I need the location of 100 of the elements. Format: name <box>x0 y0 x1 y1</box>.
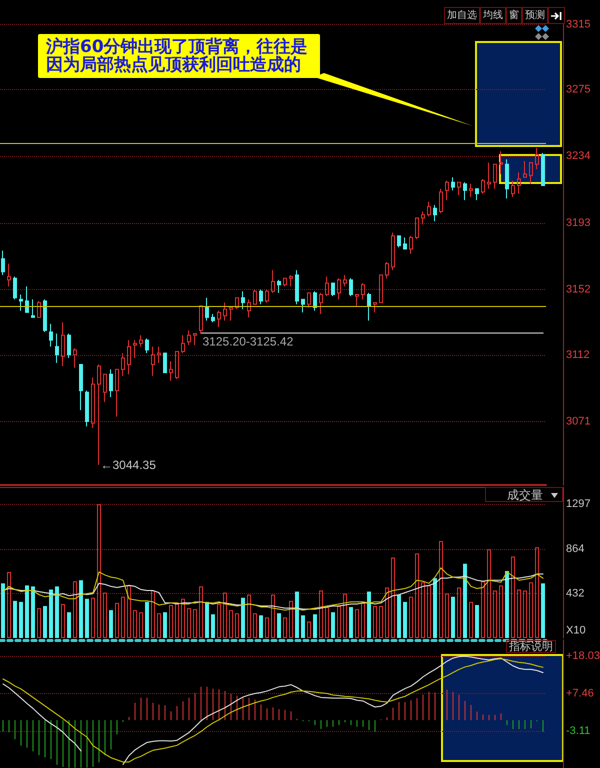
candlestick <box>127 340 131 375</box>
annotation: 指标说明 <box>508 640 553 653</box>
bar <box>463 564 467 638</box>
candlestick <box>379 274 383 304</box>
candlestick <box>403 237 407 250</box>
bar <box>481 581 485 638</box>
bar <box>43 606 47 638</box>
bar <box>85 598 89 638</box>
candlestick <box>283 278 287 287</box>
bar <box>229 610 233 638</box>
candlestick <box>517 172 521 194</box>
y-tick-label: 864 <box>566 542 584 555</box>
bar <box>139 612 143 638</box>
candlestick <box>91 377 95 429</box>
candlestick <box>487 162 491 190</box>
bar <box>151 590 155 638</box>
candlestick <box>181 334 185 354</box>
candlestick <box>43 298 47 332</box>
candlestick <box>1 250 5 276</box>
candlestick <box>493 164 497 190</box>
candlestick <box>541 152 545 186</box>
candlestick <box>7 263 11 287</box>
toolbar-button[interactable]: 窗 <box>506 7 522 24</box>
candlestick <box>481 178 485 194</box>
candlestick <box>337 278 341 300</box>
candlestick <box>295 270 299 305</box>
bar <box>295 592 299 638</box>
bar <box>397 594 401 638</box>
candlestick <box>469 183 473 198</box>
candlestick <box>499 150 503 175</box>
toolbar-button[interactable] <box>548 7 565 24</box>
candlestick <box>13 276 17 300</box>
bar <box>187 608 191 638</box>
bar <box>415 553 419 638</box>
candlestick <box>421 211 425 226</box>
bar <box>133 610 137 638</box>
candlestick <box>343 274 347 287</box>
line-series <box>2 567 544 611</box>
candlestick <box>409 235 413 254</box>
y-tick-label: 3193 <box>566 216 590 229</box>
candlestick <box>265 289 269 304</box>
candlestick <box>97 364 101 466</box>
candlestick <box>529 162 533 184</box>
bar <box>313 614 317 638</box>
bar <box>61 604 65 638</box>
candlestick <box>175 351 179 380</box>
bar <box>535 547 539 638</box>
candlestick <box>229 307 233 322</box>
annotation: ←3044.35 <box>100 458 156 472</box>
candlestick <box>319 292 323 315</box>
bar <box>25 585 29 638</box>
candlestick <box>193 332 197 346</box>
candlestick <box>301 298 305 313</box>
candlestick <box>61 322 65 367</box>
y-tick-label: 3112 <box>566 348 590 361</box>
candlestick <box>289 274 293 287</box>
bar <box>253 613 257 638</box>
candlestick <box>85 390 89 427</box>
candlestick <box>331 282 335 297</box>
candlestick <box>385 261 389 279</box>
bar <box>457 587 461 638</box>
candlestick <box>133 340 137 359</box>
candlestick <box>37 300 41 318</box>
bar <box>199 586 203 638</box>
candlestick <box>169 360 173 382</box>
candlestick <box>361 282 365 300</box>
bar <box>271 594 275 638</box>
bar <box>55 586 59 638</box>
bar <box>127 585 131 638</box>
candlestick <box>55 333 59 364</box>
bar <box>343 594 347 638</box>
bar <box>1 583 5 638</box>
bar <box>517 590 521 638</box>
candlestick <box>247 298 251 318</box>
toolbar-button[interactable]: 加自选 <box>444 7 480 24</box>
candlestick <box>535 148 539 170</box>
bar <box>193 609 197 638</box>
bar <box>217 604 221 638</box>
bar <box>175 602 179 638</box>
candlestick <box>349 278 353 297</box>
bar <box>163 612 167 638</box>
candlestick <box>235 297 239 310</box>
bar <box>421 582 425 638</box>
candlestick <box>439 188 443 214</box>
y-tick-label: +18.03 <box>566 650 600 662</box>
candlestick <box>49 323 53 348</box>
bar <box>157 613 161 638</box>
toolbar-button[interactable]: 预测 <box>522 7 548 24</box>
y-tick-label: 1297 <box>566 498 590 510</box>
candlestick <box>241 290 245 310</box>
bar <box>349 607 353 638</box>
bar <box>289 600 293 638</box>
toolbar-button[interactable]: 均线 <box>480 7 506 24</box>
bar <box>79 580 83 638</box>
candlestick <box>505 158 509 199</box>
y-tick-label: 3275 <box>566 83 590 96</box>
bar <box>523 590 527 638</box>
candlestick <box>307 292 311 308</box>
bar <box>325 607 329 638</box>
bar <box>445 594 449 638</box>
